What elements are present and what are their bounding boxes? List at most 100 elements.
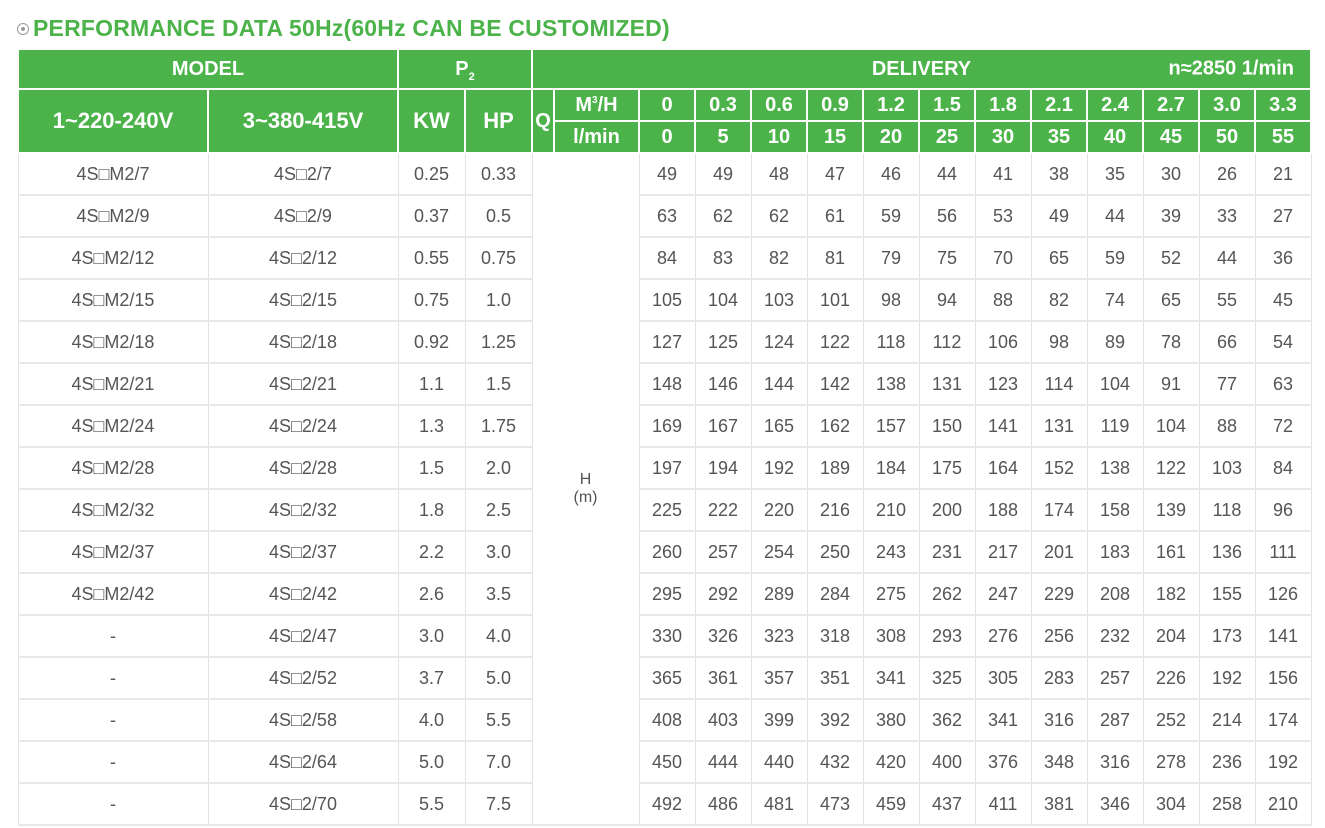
head-value: 157 [862, 404, 920, 448]
lmin-value: 55 [1254, 120, 1312, 154]
three-phase-model: 4S□2/9 [207, 194, 399, 238]
head-value: 225 [638, 488, 696, 532]
head-value: 98 [1030, 320, 1088, 364]
head-value: 156 [1254, 656, 1312, 700]
head-label: H [579, 471, 592, 488]
head-value: 49 [1030, 194, 1088, 238]
head-value: 376 [974, 740, 1032, 784]
table-row: -4S□2/58 4.0 5.5 408 403 399 392 380 362 341 316 28… [17, 698, 1312, 742]
head-value: 316 [1086, 740, 1144, 784]
m3h-base: M [575, 93, 593, 116]
head-value: 257 [694, 530, 752, 574]
single-phase-model: - [17, 656, 209, 700]
single-phase-model: 4S□M2/7 [17, 152, 209, 196]
head-value: 122 [1142, 446, 1200, 490]
head-value: 229 [1030, 572, 1088, 616]
hp-value: 0.75 [464, 236, 533, 280]
kw-value: 1.8 [397, 488, 466, 532]
m3h-value: 0.9 [806, 88, 864, 122]
head-value: 104 [1086, 362, 1144, 406]
three-phase-model: 4S□2/42 [207, 572, 399, 616]
p2-header: P2 [397, 48, 533, 90]
head-value: 194 [694, 446, 752, 490]
head-value: 98 [862, 278, 920, 322]
head-value: 341 [974, 698, 1032, 742]
head-value: 325 [918, 656, 976, 700]
m3h-value: 2.4 [1086, 88, 1144, 122]
hp-value: 0.33 [464, 152, 533, 196]
head-value: 167 [694, 404, 752, 448]
hp-value: 7.5 [464, 782, 533, 826]
head-value: 82 [750, 236, 808, 280]
head-value: 46 [862, 152, 920, 196]
head-value: 84 [638, 236, 696, 280]
head-value: 138 [1086, 446, 1144, 490]
head-value: 118 [1198, 488, 1256, 532]
head-value: 126 [1254, 572, 1312, 616]
head-value: 91 [1142, 362, 1200, 406]
head-value: 408 [638, 698, 696, 742]
head-value: 165 [750, 404, 808, 448]
lmin-value: 15 [806, 120, 864, 154]
head-value: 392 [806, 698, 864, 742]
head-value: 150 [918, 404, 976, 448]
table-row: -4S□2/64 5.0 7.0 450 444 440 432 420 400 376 348 31… [17, 740, 1312, 784]
single-phase-model: - [17, 698, 209, 742]
single-phase-model: 4S□M2/37 [17, 530, 209, 574]
three-phase-model: 4S□2/64 [207, 740, 399, 784]
m3h-value: 2.1 [1030, 88, 1088, 122]
head-value: 106 [974, 320, 1032, 364]
head-value: 105 [638, 278, 696, 322]
head-value: 323 [750, 614, 808, 658]
hp-value: 5.0 [464, 656, 533, 700]
head-value: 252 [1142, 698, 1200, 742]
head-value: 155 [1198, 572, 1256, 616]
kw-value: 0.92 [397, 320, 466, 364]
table-row: 4S□M2/7 4S□2/7 0.25 0.33 H (m) 49 49 48 47 46 44 41 3… [17, 152, 1312, 826]
head-value: 210 [862, 488, 920, 532]
head-value: 444 [694, 740, 752, 784]
head-value: 104 [694, 278, 752, 322]
performance-table-body: 4S□M2/7 4S□2/7 0.25 0.33 H (m) 49 49 48 47 46 44 41 3… [17, 152, 1312, 826]
head-value: 287 [1086, 698, 1144, 742]
hp-value: 1.0 [464, 278, 533, 322]
head-value: 63 [1254, 362, 1312, 406]
m3h-tail: /H [597, 93, 618, 116]
head-value: 36 [1254, 236, 1312, 280]
head-value: 200 [918, 488, 976, 532]
kw-value: 1.5 [397, 446, 466, 490]
m3h-value: 0.6 [750, 88, 808, 122]
hp-header: HP [464, 88, 533, 154]
head-value: 158 [1086, 488, 1144, 532]
head-value: 89 [1086, 320, 1144, 364]
head-value: 256 [1030, 614, 1088, 658]
hp-value: 2.5 [464, 488, 533, 532]
head-value: 79 [862, 236, 920, 280]
target-bullet-icon [17, 23, 29, 35]
table-row: -4S□2/70 5.5 7.5 492 486 481 473 459 437 411 381 34… [17, 782, 1312, 826]
head-value: 96 [1254, 488, 1312, 532]
head-value: 326 [694, 614, 752, 658]
single-phase-model: - [17, 740, 209, 784]
lmin-value: 20 [862, 120, 920, 154]
hp-value: 2.0 [464, 446, 533, 490]
head-value: 62 [694, 194, 752, 238]
head-value: 295 [638, 572, 696, 616]
delivery-header: DELIVERY n≈2850 1/min [531, 48, 1312, 90]
single-phase-header: 1~220-240V [17, 88, 209, 154]
head-value: 473 [806, 782, 864, 826]
head-value: 284 [806, 572, 864, 616]
head-value: 148 [638, 362, 696, 406]
table-row: 4S□M2/24 4S□2/24 1.3 1.75 169 167 165 162 157 150… [17, 404, 1312, 448]
head-value: 184 [862, 446, 920, 490]
head-value: 432 [806, 740, 864, 784]
head-value: 214 [1198, 698, 1256, 742]
head-value: 70 [974, 236, 1032, 280]
single-phase-model: 4S□M2/15 [17, 278, 209, 322]
single-phase-model: 4S□M2/24 [17, 404, 209, 448]
head-value: 39 [1142, 194, 1200, 238]
table-row: 4S□M2/15 4S□2/15 0.75 1.0 105 104 103 101 98 94 88… [17, 278, 1312, 322]
m3h-value: 0.3 [694, 88, 752, 122]
page-title-text: PERFORMANCE DATA 50Hz(60Hz CAN BE CUSTOM… [33, 14, 670, 41]
head-value: 217 [974, 530, 1032, 574]
